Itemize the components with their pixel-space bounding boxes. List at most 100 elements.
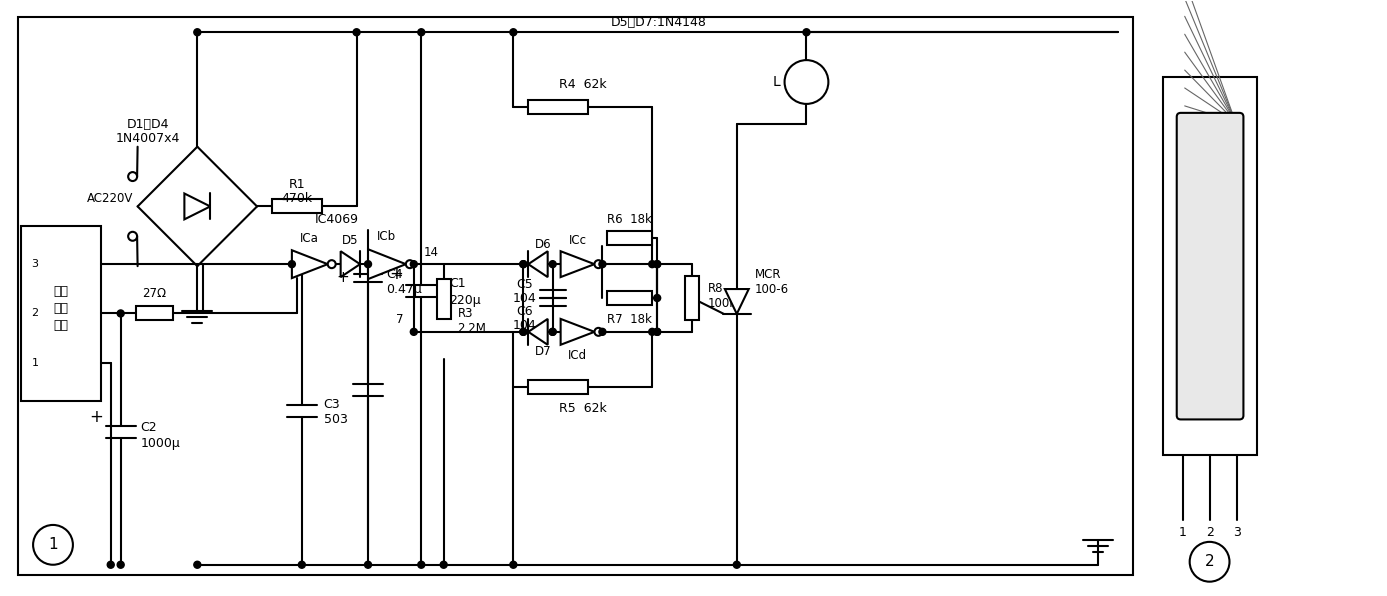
Circle shape xyxy=(128,172,137,181)
Text: D5: D5 xyxy=(343,234,359,247)
Circle shape xyxy=(520,328,527,336)
Text: ICa: ICa xyxy=(301,232,319,245)
Text: 1000μ: 1000μ xyxy=(140,437,180,449)
Text: ICd: ICd xyxy=(569,349,587,362)
Circle shape xyxy=(653,328,660,336)
Text: C1: C1 xyxy=(449,277,466,290)
Circle shape xyxy=(406,260,413,268)
Circle shape xyxy=(599,260,606,268)
Text: D1～D4: D1～D4 xyxy=(126,119,169,131)
Text: 2: 2 xyxy=(32,308,39,318)
Polygon shape xyxy=(560,252,595,277)
Text: 3: 3 xyxy=(32,259,39,269)
Circle shape xyxy=(510,561,517,568)
Circle shape xyxy=(653,294,660,302)
Circle shape xyxy=(549,260,556,268)
Circle shape xyxy=(411,328,417,336)
Text: 27Ω: 27Ω xyxy=(143,287,166,300)
Text: R5  62k: R5 62k xyxy=(559,402,606,415)
Text: 2.2M: 2.2M xyxy=(458,322,487,336)
Text: 14: 14 xyxy=(424,246,438,259)
Polygon shape xyxy=(528,252,548,277)
Text: R6  18k: R6 18k xyxy=(608,213,652,226)
Text: AC220V: AC220V xyxy=(86,192,133,205)
Text: 0.47μ: 0.47μ xyxy=(386,283,422,296)
Text: R4  62k: R4 62k xyxy=(559,79,606,92)
Circle shape xyxy=(653,260,660,268)
Text: D6: D6 xyxy=(535,238,552,251)
Bar xyxy=(608,291,652,305)
Polygon shape xyxy=(560,319,595,344)
Circle shape xyxy=(417,29,424,36)
Text: D5～D7:1N4148: D5～D7:1N4148 xyxy=(610,15,706,29)
Circle shape xyxy=(520,328,527,336)
Circle shape xyxy=(785,60,828,104)
Text: 470k: 470k xyxy=(282,192,312,205)
Text: 104: 104 xyxy=(513,319,537,333)
Bar xyxy=(1162,77,1258,455)
Circle shape xyxy=(365,260,372,268)
Text: 503: 503 xyxy=(323,413,348,426)
Circle shape xyxy=(803,29,810,36)
Text: 1: 1 xyxy=(49,538,58,552)
Text: 2: 2 xyxy=(1205,526,1214,539)
Text: C3: C3 xyxy=(323,398,340,411)
Text: 3: 3 xyxy=(1233,526,1241,539)
Circle shape xyxy=(298,561,305,568)
Circle shape xyxy=(128,232,137,241)
Text: 收头: 收头 xyxy=(54,319,68,332)
Bar xyxy=(21,226,101,401)
Text: 100k: 100k xyxy=(707,297,736,311)
Circle shape xyxy=(549,328,556,336)
Text: +: + xyxy=(390,265,404,283)
Polygon shape xyxy=(184,194,211,219)
Circle shape xyxy=(649,260,656,268)
Circle shape xyxy=(520,260,527,268)
Bar xyxy=(136,306,173,321)
FancyBboxPatch shape xyxy=(1176,113,1243,420)
Text: D7: D7 xyxy=(535,345,552,358)
Circle shape xyxy=(595,260,602,268)
Text: ICc: ICc xyxy=(569,234,587,247)
Circle shape xyxy=(653,260,660,268)
Text: 红外: 红外 xyxy=(54,285,68,298)
Circle shape xyxy=(288,260,295,268)
Bar xyxy=(272,200,322,213)
Text: R3: R3 xyxy=(458,308,473,321)
Polygon shape xyxy=(368,249,406,279)
Text: 220μ: 220μ xyxy=(449,294,481,307)
Text: R8: R8 xyxy=(707,281,724,294)
Circle shape xyxy=(599,328,606,336)
Polygon shape xyxy=(341,252,361,277)
Circle shape xyxy=(194,561,201,568)
Text: MCR: MCR xyxy=(755,268,781,281)
Circle shape xyxy=(734,561,741,568)
Polygon shape xyxy=(291,250,327,278)
Circle shape xyxy=(440,561,447,568)
Circle shape xyxy=(354,29,361,36)
Text: IC4069: IC4069 xyxy=(315,213,359,226)
Circle shape xyxy=(510,29,517,36)
Text: 100-6: 100-6 xyxy=(755,283,789,296)
Text: 1N4007x4: 1N4007x4 xyxy=(115,132,180,145)
Polygon shape xyxy=(725,289,749,314)
Bar xyxy=(608,231,652,245)
Circle shape xyxy=(649,328,656,336)
Text: ICb: ICb xyxy=(377,230,397,243)
Circle shape xyxy=(117,310,125,317)
Text: 1: 1 xyxy=(32,358,39,368)
Text: L: L xyxy=(773,75,781,89)
Bar xyxy=(18,17,1133,575)
Text: R7  18k: R7 18k xyxy=(608,313,652,327)
Text: C4: C4 xyxy=(386,268,402,281)
Text: 2: 2 xyxy=(1205,554,1215,569)
Text: C5: C5 xyxy=(516,278,533,291)
Text: C2: C2 xyxy=(140,421,157,434)
Text: 1: 1 xyxy=(1179,526,1187,539)
Circle shape xyxy=(327,260,336,268)
Text: C6: C6 xyxy=(516,305,533,318)
Circle shape xyxy=(107,561,114,568)
Circle shape xyxy=(549,328,556,336)
Circle shape xyxy=(595,328,602,336)
Bar xyxy=(437,279,451,319)
